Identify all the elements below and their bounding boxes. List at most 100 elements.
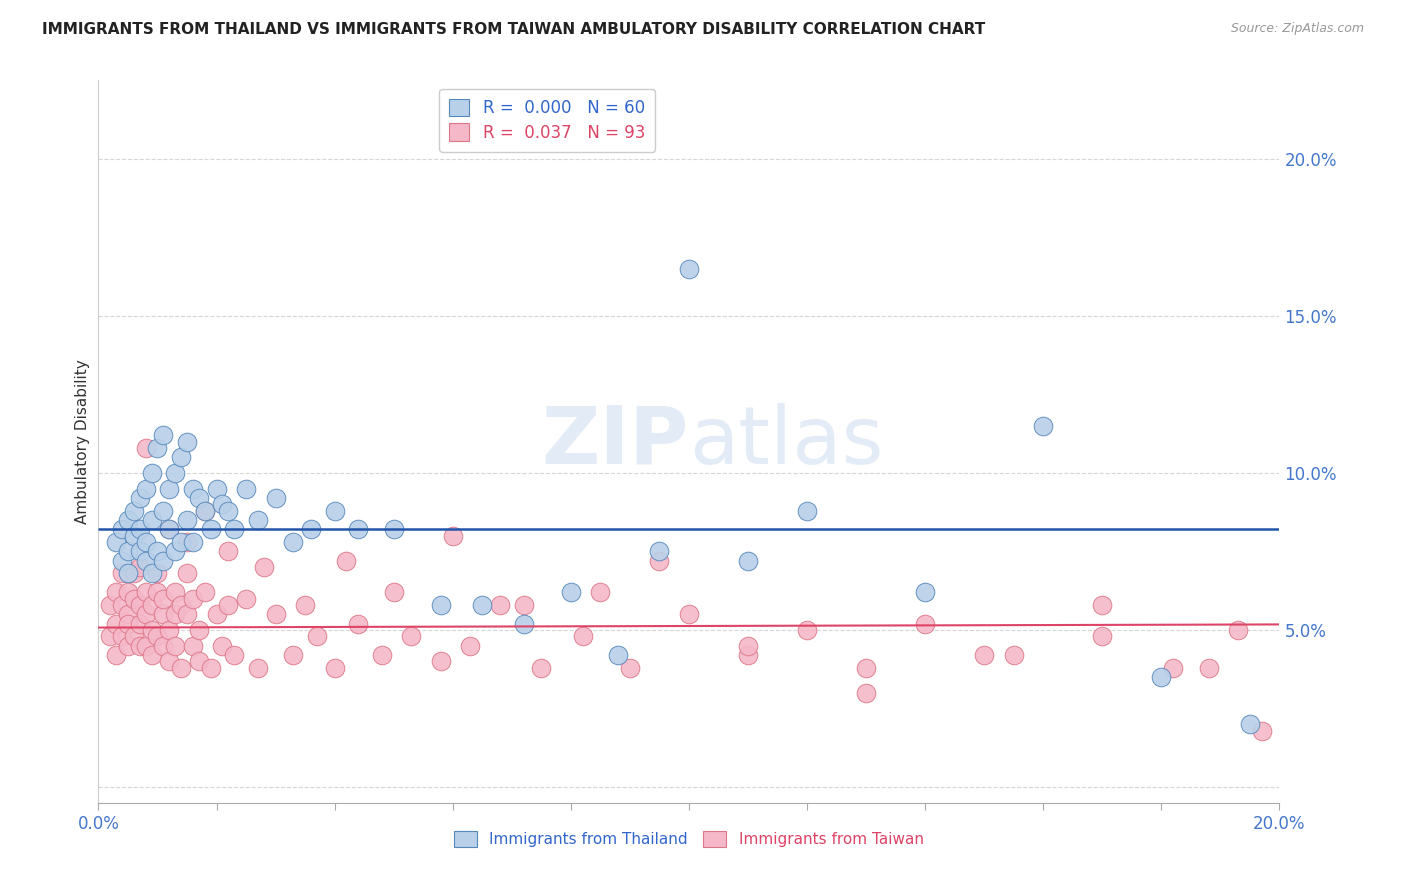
Point: [117, 544, 139, 558]
Point: [165, 466, 187, 480]
Point: [152, 591, 174, 606]
Point: [146, 585, 169, 599]
Text: Source: ZipAtlas.com: Source: ZipAtlas.com: [1230, 22, 1364, 36]
Point: [1250, 723, 1272, 738]
Point: [187, 491, 209, 505]
Point: [117, 513, 139, 527]
Point: [141, 648, 163, 662]
Point: [678, 607, 700, 622]
Point: [217, 544, 239, 558]
Point: [737, 639, 759, 653]
Point: [194, 503, 217, 517]
Point: [194, 503, 217, 517]
Point: [170, 450, 193, 465]
Point: [117, 639, 139, 653]
Point: [128, 598, 150, 612]
Point: [264, 491, 287, 505]
Point: [973, 648, 995, 662]
Point: [170, 535, 193, 549]
Point: [855, 686, 877, 700]
Point: [181, 639, 204, 653]
Point: [205, 482, 228, 496]
Point: [128, 639, 150, 653]
Point: [135, 482, 157, 496]
Point: [246, 661, 269, 675]
Point: [170, 661, 193, 675]
Point: [146, 629, 169, 643]
Point: [157, 655, 180, 669]
Point: [98, 629, 121, 643]
Point: [141, 623, 163, 637]
Point: [678, 261, 700, 276]
Point: [105, 616, 128, 631]
Text: IMMIGRANTS FROM THAILAND VS IMMIGRANTS FROM TAIWAN AMBULATORY DISABILITY CORRELA: IMMIGRANTS FROM THAILAND VS IMMIGRANTS F…: [42, 22, 986, 37]
Point: [128, 491, 150, 505]
Point: [217, 503, 239, 517]
Point: [283, 648, 305, 662]
Point: [460, 639, 482, 653]
Point: [1227, 623, 1250, 637]
Point: [323, 661, 346, 675]
Point: [157, 482, 180, 496]
Point: [217, 598, 239, 612]
Point: [122, 629, 145, 643]
Point: [589, 585, 612, 599]
Point: [111, 523, 134, 537]
Point: [152, 428, 174, 442]
Point: [165, 585, 187, 599]
Point: [105, 535, 128, 549]
Point: [1239, 717, 1261, 731]
Point: [146, 441, 169, 455]
Point: [571, 629, 593, 643]
Point: [796, 623, 818, 637]
Point: [135, 585, 157, 599]
Point: [141, 598, 163, 612]
Point: [135, 554, 157, 568]
Point: [157, 623, 180, 637]
Point: [246, 513, 269, 527]
Point: [141, 566, 163, 581]
Point: [1032, 418, 1054, 433]
Point: [122, 591, 145, 606]
Point: [430, 655, 453, 669]
Point: [1161, 661, 1184, 675]
Point: [152, 607, 174, 622]
Point: [117, 616, 139, 631]
Point: [305, 629, 328, 643]
Point: [146, 544, 169, 558]
Point: [135, 639, 157, 653]
Point: [607, 648, 630, 662]
Point: [187, 655, 209, 669]
Point: [181, 535, 204, 549]
Point: [737, 648, 759, 662]
Point: [560, 585, 582, 599]
Point: [165, 544, 187, 558]
Point: [111, 598, 134, 612]
Point: [152, 554, 174, 568]
Point: [157, 523, 180, 537]
Point: [128, 523, 150, 537]
Point: [176, 607, 198, 622]
Point: [347, 616, 370, 631]
Point: [187, 623, 209, 637]
Point: [152, 503, 174, 517]
Point: [194, 585, 217, 599]
Point: [128, 560, 150, 574]
Point: [235, 591, 257, 606]
Point: [157, 523, 180, 537]
Point: [401, 629, 423, 643]
Point: [441, 529, 464, 543]
Point: [98, 598, 121, 612]
Point: [382, 523, 405, 537]
Point: [294, 598, 316, 612]
Point: [1002, 648, 1025, 662]
Point: [128, 616, 150, 631]
Point: [264, 607, 287, 622]
Point: [200, 661, 222, 675]
Point: [512, 616, 534, 631]
Point: [122, 503, 145, 517]
Point: [224, 523, 246, 537]
Point: [181, 591, 204, 606]
Point: [176, 434, 198, 449]
Point: [105, 648, 128, 662]
